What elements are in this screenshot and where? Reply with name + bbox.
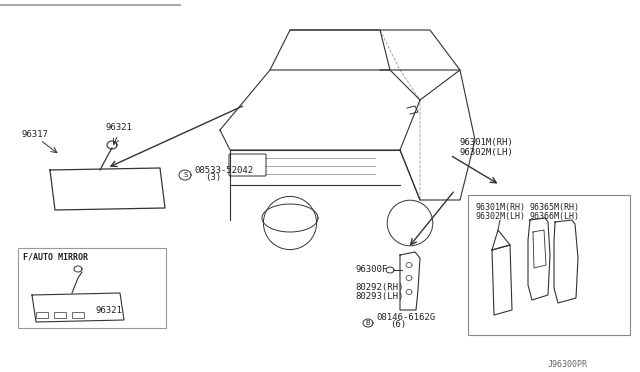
- Text: 08146-6162G: 08146-6162G: [376, 313, 435, 322]
- Text: 96317: 96317: [22, 130, 49, 139]
- Text: 80293(LH): 80293(LH): [355, 292, 403, 301]
- Text: 96302M(LH): 96302M(LH): [460, 148, 514, 157]
- Text: 80292(RH): 80292(RH): [355, 283, 403, 292]
- Text: B: B: [365, 320, 370, 326]
- Bar: [54, 312, 66, 318]
- Text: 96300F: 96300F: [355, 265, 387, 274]
- Bar: [36, 312, 48, 318]
- Text: (6): (6): [390, 320, 406, 329]
- Text: (3): (3): [205, 173, 221, 182]
- Text: 96321: 96321: [105, 123, 132, 132]
- Text: 96302M(LH): 96302M(LH): [475, 212, 525, 221]
- Text: 96365M(RH): 96365M(RH): [530, 203, 580, 212]
- Text: F/AUTO MIRROR: F/AUTO MIRROR: [23, 253, 88, 262]
- Bar: [72, 312, 84, 318]
- Text: S: S: [183, 172, 188, 178]
- Text: 96366M(LH): 96366M(LH): [530, 212, 580, 221]
- Text: 96321: 96321: [95, 306, 122, 315]
- Text: 96301M(RH): 96301M(RH): [475, 203, 525, 212]
- Text: J96300PR: J96300PR: [548, 360, 588, 369]
- Text: 08533-52042: 08533-52042: [194, 166, 253, 175]
- Text: 96301M(RH): 96301M(RH): [460, 138, 514, 147]
